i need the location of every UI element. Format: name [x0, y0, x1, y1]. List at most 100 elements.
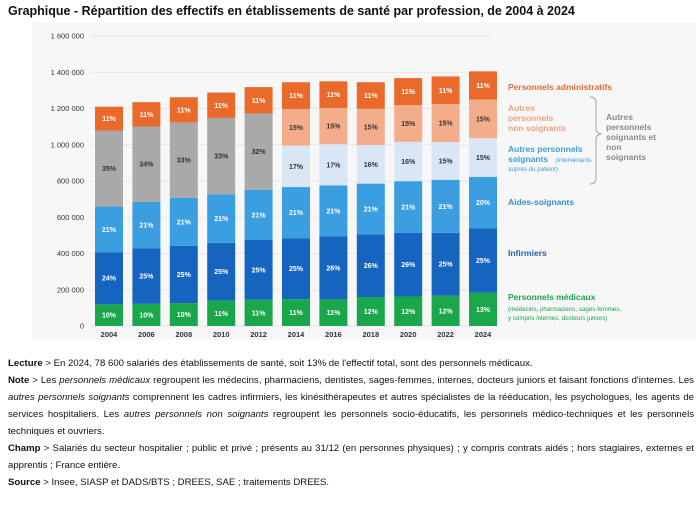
segment-label: 11%: [177, 107, 191, 114]
segment-label: 11%: [327, 310, 341, 317]
bar-segment: [244, 240, 273, 300]
segment-label: 15%: [476, 155, 491, 162]
segment-label: 21%: [401, 204, 416, 211]
bar-segment: [207, 300, 236, 326]
notes-section: Lecture > En 2024, 78 600 salariés des é…: [8, 355, 694, 491]
x-tick-label: 2022: [437, 330, 454, 339]
bar-segment: [469, 228, 497, 293]
bar-segment: [469, 71, 497, 100]
x-tick-label: 2018: [362, 330, 379, 339]
bar-segment: [394, 105, 423, 142]
segment-label: 21%: [214, 216, 229, 223]
bar-segment: [356, 108, 385, 145]
segment-label: 11%: [327, 92, 341, 99]
segment-label: 21%: [289, 210, 304, 217]
legend-non-soignants-l1: Autres: [508, 103, 535, 113]
lecture-label: Lecture: [8, 358, 43, 369]
y-tick-label: 400 000: [57, 249, 84, 258]
bar-segment: [282, 238, 310, 300]
segment-label: 11%: [214, 103, 228, 110]
note-italic-2: autres personnels soignants: [8, 392, 130, 403]
note-text-3: comprennent les cadres infirmiers, les k…: [8, 392, 694, 420]
bar-segment: [469, 99, 497, 139]
bar-segment: [282, 145, 310, 188]
bar-segment: [431, 76, 460, 105]
segment-label: 21%: [439, 204, 454, 211]
y-tick-label: 0: [80, 322, 84, 331]
segment-label: 11%: [289, 93, 303, 100]
bar-segment: [431, 179, 460, 233]
bar-segment: [319, 185, 348, 237]
champ-text: > Salariés du secteur hospitalier ; publ…: [8, 443, 694, 471]
bar-segment: [282, 187, 310, 239]
x-tick-label: 2006: [138, 330, 155, 339]
bar-segment: [394, 141, 423, 182]
bar-segment: [282, 299, 310, 326]
note-text-1: > Les: [29, 375, 60, 386]
bar-segment: [132, 201, 161, 249]
segment-label: 11%: [252, 98, 266, 105]
segment-label: 10%: [177, 312, 192, 319]
legend-soignants-word: soignants: [508, 154, 548, 164]
legend-labels: Personnels administratifs Autres personn…: [508, 82, 656, 322]
segment-label: 25%: [139, 274, 154, 281]
segment-label: 26%: [401, 262, 416, 269]
x-tick-label: 2008: [175, 330, 192, 339]
chart-title: Graphique - Répartition des effectifs en…: [8, 4, 575, 18]
legend-soignants-note-1: (intervenants: [556, 157, 592, 164]
segment-label: 11%: [401, 89, 415, 96]
legend-group-l2: personnels: [606, 122, 652, 132]
y-tick-label: 1 200 000: [51, 104, 84, 113]
bar-segment: [394, 181, 423, 233]
segment-label: 26%: [364, 263, 379, 270]
segment-label: 25%: [289, 266, 304, 273]
bar-segment: [319, 107, 348, 145]
bar-segment: [319, 81, 348, 108]
segment-label: 10%: [102, 313, 117, 320]
segment-label: 25%: [177, 272, 192, 279]
segment-label: 21%: [177, 219, 192, 226]
bar-segment: [95, 252, 123, 305]
segment-label: 25%: [476, 258, 491, 265]
legend-soignants-l1: Autres personnels: [508, 144, 583, 154]
segment-label: 15%: [439, 121, 454, 128]
legend-medicaux-note-1: (médecins, pharmaciens, sages-femmes,: [508, 306, 621, 313]
y-tick-label: 1 000 000: [51, 140, 84, 149]
segment-label: 24%: [102, 276, 117, 283]
bar-segment: [394, 232, 423, 297]
legend-admin: Personnels administratifs: [508, 82, 612, 92]
x-axis-ticks: 2004 2006 2008 2010 2012 2014 2016 2018 2020 2022…: [101, 330, 493, 339]
y-tick-label: 1 400 000: [51, 68, 84, 77]
bar-segment: [244, 87, 273, 114]
bar-segment: [394, 296, 423, 326]
x-tick-label: 2024: [475, 330, 493, 339]
legend-group-l3: soignants et: [606, 132, 656, 142]
bar-segment: [282, 109, 310, 146]
bar-segment: [132, 303, 161, 326]
bar-segment: [169, 97, 198, 123]
champ-label: Champ: [8, 443, 41, 454]
bar-segment: [132, 102, 161, 127]
segment-label: 12%: [439, 308, 454, 315]
segment-label: 32%: [252, 149, 267, 156]
bar-segment: [169, 303, 198, 326]
segment-label: 20%: [476, 200, 491, 207]
segment-label: 11%: [102, 116, 116, 123]
legend-medicaux-note-2: y compris internes, docteurs juniors): [508, 315, 607, 322]
bar-segment: [319, 299, 348, 326]
note-italic-3: autres personnels non soignants: [123, 409, 269, 420]
legend-aides: Aides-soignants: [508, 197, 574, 207]
segment-label: 21%: [102, 227, 117, 234]
bar-segment: [469, 176, 497, 229]
segment-label: 35%: [102, 166, 117, 173]
bar-segment: [356, 234, 385, 298]
chart-panel: 0 200 000 400 000 600 000 800 000 1 000 000 1 …: [32, 22, 696, 340]
bar-segment: [469, 138, 497, 177]
note-text-4: regroupent les personnels socio-éducatif…: [8, 409, 694, 437]
source-text: > Insee, SIASP et DADS/BTS ; DREES, SAE …: [40, 477, 330, 488]
legend-non-soignants-l3: non soignants: [508, 123, 566, 133]
segment-label: 15%: [401, 121, 416, 128]
bar-segment: [431, 232, 460, 296]
segment-label: 15%: [439, 158, 454, 165]
segment-label: 11%: [364, 93, 378, 100]
